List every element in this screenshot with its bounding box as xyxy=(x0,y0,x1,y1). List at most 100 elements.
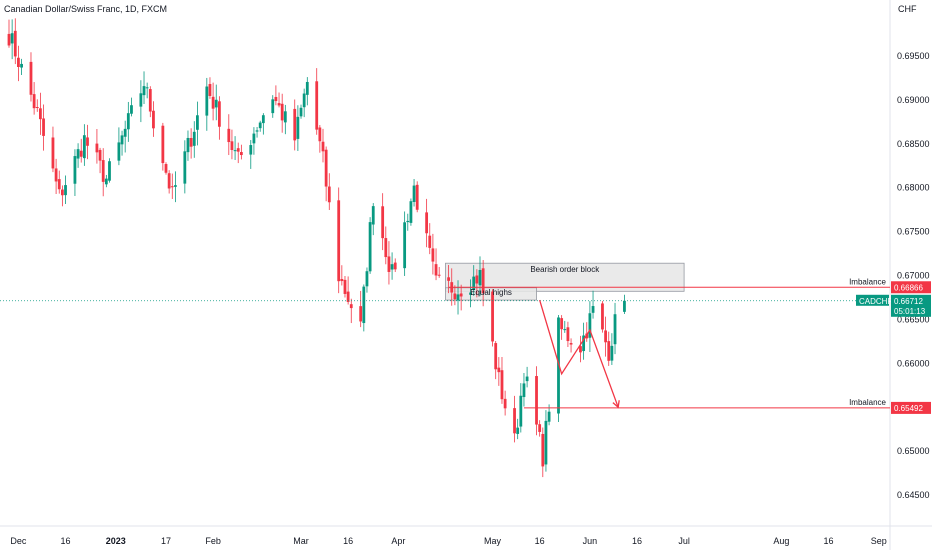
candle-body xyxy=(491,291,494,342)
candle-body xyxy=(384,238,388,258)
time-tick-label: Dec xyxy=(10,536,27,546)
candle-body xyxy=(318,127,322,142)
candle-body xyxy=(497,367,501,373)
candle-body xyxy=(64,185,67,196)
candle-body xyxy=(469,292,472,295)
candle-body xyxy=(525,376,529,382)
candle-body xyxy=(547,411,551,422)
imbalance-label: Imbalance xyxy=(849,398,886,407)
candle-body xyxy=(117,142,121,161)
countdown-timer: 05:01:13 xyxy=(894,307,926,316)
candle-body xyxy=(261,115,265,124)
candle-body xyxy=(233,150,237,152)
candle-body xyxy=(32,94,36,109)
candle-body xyxy=(126,113,130,130)
candle-body xyxy=(252,133,256,144)
candle-body xyxy=(349,304,353,309)
candle-body xyxy=(86,137,89,146)
candle-body xyxy=(274,96,278,102)
candle-body xyxy=(340,279,344,282)
imbalance-price-value: 0.65492 xyxy=(894,404,923,413)
price-tick-label: 0.64500 xyxy=(897,490,930,500)
candle-body xyxy=(481,268,485,294)
time-tick-label: Feb xyxy=(205,536,221,546)
time-tick-label: 16 xyxy=(824,536,834,546)
candle-body xyxy=(538,424,542,432)
candle-body xyxy=(239,152,243,156)
candle-body xyxy=(79,150,83,157)
candle-body xyxy=(588,313,592,338)
candle-body xyxy=(324,149,328,187)
candle-body xyxy=(412,185,416,202)
time-tick-label: 17 xyxy=(161,536,171,546)
candle-body xyxy=(415,184,419,210)
imbalance-price-badge xyxy=(891,401,931,414)
candle-body xyxy=(437,274,441,276)
candle-body xyxy=(321,141,325,152)
time-tick-label: Apr xyxy=(391,536,405,546)
candle-body xyxy=(98,149,102,161)
candle-body xyxy=(73,156,77,184)
imbalance-price-badge xyxy=(891,281,931,294)
candle-body xyxy=(337,200,341,282)
candle-body xyxy=(164,164,168,173)
candle-body xyxy=(456,294,460,301)
candle-body xyxy=(271,99,275,114)
candle-body xyxy=(196,115,199,130)
candle-body xyxy=(604,330,607,343)
candle-body xyxy=(447,277,450,281)
candle-body xyxy=(522,383,526,398)
candle-body xyxy=(35,107,39,109)
candle-body xyxy=(475,275,479,284)
candle-body xyxy=(214,99,218,108)
candle-body xyxy=(54,168,58,182)
candle-body xyxy=(563,329,567,331)
price-tick-label: 0.67500 xyxy=(897,227,930,237)
candle-body xyxy=(560,318,564,330)
candle-body xyxy=(205,86,209,116)
candle-body xyxy=(255,130,259,132)
candle-body xyxy=(249,145,253,155)
candle-body xyxy=(579,346,582,353)
candle-body xyxy=(211,96,215,109)
candle-body xyxy=(409,201,413,223)
candles-group xyxy=(7,18,626,478)
candle-body xyxy=(623,300,626,312)
candle-body xyxy=(13,30,17,57)
candle-body xyxy=(535,376,538,425)
candle-body xyxy=(167,173,171,189)
candle-body xyxy=(500,370,504,400)
candle-body xyxy=(305,81,309,95)
candle-body xyxy=(513,408,516,434)
candle-body xyxy=(390,264,394,270)
candle-body xyxy=(277,103,281,106)
candle-body xyxy=(189,137,193,147)
candle-body xyxy=(346,291,350,302)
imbalance-label: Imbalance xyxy=(849,277,886,286)
candle-body xyxy=(170,186,174,188)
candle-body xyxy=(327,186,331,203)
candle-body xyxy=(280,103,284,121)
candle-body xyxy=(403,222,407,269)
price-tick-label: 0.65000 xyxy=(897,446,930,456)
imbalance-price-value: 0.66866 xyxy=(894,283,923,292)
candle-body xyxy=(145,87,149,89)
candle-body xyxy=(302,93,306,108)
currency-label: CHF xyxy=(898,4,917,14)
candle-body xyxy=(503,398,507,409)
candle-body xyxy=(478,269,482,286)
candle-body xyxy=(95,143,99,153)
time-tick-label: 16 xyxy=(61,536,71,546)
bearish-order-block-label: Bearish order block xyxy=(530,265,600,274)
time-tick-label: 2023 xyxy=(106,536,126,546)
time-tick-label: May xyxy=(484,536,502,546)
price-tick-label: 0.66500 xyxy=(897,314,930,324)
candle-body xyxy=(183,151,187,184)
candle-body xyxy=(29,61,33,95)
last-price-badge xyxy=(891,294,931,317)
candle-body xyxy=(227,128,231,143)
candle-body xyxy=(17,57,20,67)
symbol-label: CADCHF xyxy=(859,297,892,306)
candle-body xyxy=(39,108,42,120)
